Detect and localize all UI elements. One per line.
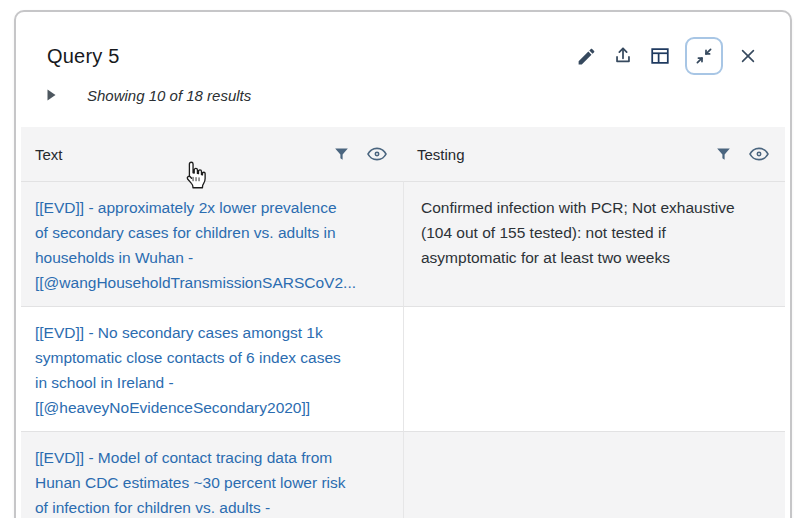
upload-icon [612,45,634,67]
results-table: Text Testing [21,127,785,518]
eye-icon [366,143,388,165]
query-results-panel: Query 5 [14,10,792,518]
filter-icon [714,145,733,164]
table-cell-text-link[interactable]: [[EVD]] - Model of contact tracing data … [21,431,403,518]
table-cell-text-link[interactable]: [[EVD]] - No secondary cases amongst 1k … [21,306,403,431]
close-icon [738,46,758,66]
panel-header: Query 5 [16,12,790,74]
collapse-icon [693,45,715,67]
table-cell-testing [403,306,785,431]
visibility-button[interactable] [748,144,769,165]
page-title: Query 5 [47,45,120,68]
table-icon [649,45,671,67]
chevron-right-icon [47,89,56,101]
eye-icon [748,143,770,165]
edit-button[interactable] [574,44,598,68]
column-label: Testing [417,146,465,163]
toolbar [574,37,760,75]
column-header-text: Text [21,127,403,181]
column-label: Text [35,146,63,163]
visibility-button[interactable] [366,144,387,165]
table-cell-testing: Confirmed infection with PCR; Not exhaus… [403,181,785,306]
column-header-testing: Testing [403,127,785,181]
table-cell-testing [403,431,785,518]
collapse-button[interactable] [685,37,723,75]
filter-button[interactable] [331,144,352,165]
filter-button[interactable] [713,144,734,165]
results-summary: Showing 10 of 18 results [87,87,251,104]
results-summary-row: Showing 10 of 18 results [16,74,790,102]
table-cell-text-link[interactable]: [[EVD]] - approximately 2x lower prevale… [21,181,403,306]
table-view-button[interactable] [648,44,672,68]
expand-results-toggle[interactable] [47,89,56,101]
edit-icon [576,46,597,67]
upload-button[interactable] [611,44,635,68]
close-button[interactable] [736,44,760,68]
filter-icon [332,145,351,164]
